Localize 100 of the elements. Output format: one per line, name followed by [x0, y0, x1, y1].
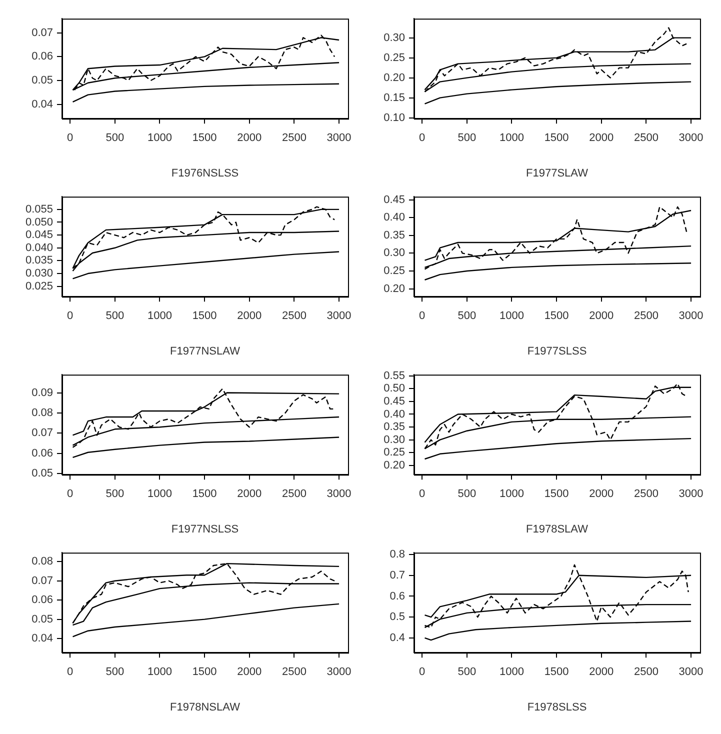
- y-tick-label: 0.06: [32, 50, 53, 63]
- x-tick-label: 3000: [678, 132, 704, 144]
- x-tick-label: 1000: [147, 488, 172, 500]
- x-tick-label: 2000: [589, 310, 614, 322]
- x-tick-label: 0: [419, 132, 426, 144]
- x-tick-label: 1000: [147, 310, 172, 322]
- y-tick-label: 0.045: [25, 229, 53, 242]
- y-tick-label: 0.55: [384, 370, 405, 382]
- x-tick-label: 2500: [282, 666, 306, 678]
- y-tick-label: 0.08: [32, 407, 53, 420]
- y-tick-label: 0.25: [384, 52, 405, 64]
- y-tick-label: 0.09: [32, 386, 53, 399]
- x-tick-label: 1500: [192, 666, 217, 678]
- y-tick-label: 0.30: [384, 434, 405, 446]
- y-tick-label: 0.7: [390, 569, 405, 582]
- y-tick-label: 0.05: [32, 74, 53, 87]
- y-tick-label: 0.05: [32, 613, 53, 626]
- y-tick-label: 0.25: [384, 265, 405, 278]
- x-tick-label: 500: [106, 488, 124, 500]
- y-tick-label: 0.025: [25, 280, 53, 292]
- x-axis-title: F1976NSLSS: [171, 167, 239, 180]
- x-tick-label: 2500: [282, 310, 306, 322]
- x-tick-label: 0: [67, 488, 74, 500]
- y-tick-label: 0.45: [384, 194, 405, 206]
- y-tick-label: 0.06: [32, 594, 53, 606]
- y-tick-label: 0.04: [32, 632, 53, 645]
- y-tick-label: 0.35: [384, 421, 405, 434]
- y-tick-label: 0.06: [32, 447, 53, 460]
- x-axis-title: F1978NSLAW: [170, 701, 241, 714]
- x-tick-label: 1500: [544, 132, 569, 144]
- x-tick-label: 1500: [192, 310, 217, 322]
- x-tick-label: 2000: [589, 132, 614, 144]
- x-tick-label: 0: [419, 666, 426, 678]
- x-tick-label: 1000: [499, 132, 524, 144]
- x-tick-label: 1500: [192, 132, 217, 144]
- x-tick-label: 500: [458, 488, 476, 500]
- x-tick-label: 2500: [282, 488, 306, 500]
- x-tick-label: 1000: [499, 488, 524, 500]
- y-tick-label: 0.20: [384, 459, 405, 472]
- y-tick-label: 0.030: [25, 268, 53, 280]
- y-tick-label: 0.08: [32, 556, 53, 568]
- x-tick-label: 1500: [544, 666, 569, 678]
- y-tick-label: 0.035: [25, 254, 53, 267]
- y-tick-label: 0.50: [384, 382, 405, 395]
- y-tick-label: 0.35: [384, 229, 405, 242]
- x-tick-label: 2500: [282, 132, 306, 144]
- y-tick-label: 0.40: [384, 408, 405, 420]
- x-tick-label: 500: [458, 310, 476, 322]
- y-tick-label: 0.07: [32, 427, 53, 440]
- x-axis-title: F1978SLSS: [527, 701, 587, 714]
- x-tick-label: 2500: [634, 132, 658, 144]
- x-tick-label: 0: [419, 310, 426, 322]
- y-tick-label: 0.30: [384, 32, 405, 44]
- y-tick-label: 0.30: [384, 247, 405, 260]
- y-tick-label: 0.055: [25, 203, 53, 216]
- x-tick-label: 2000: [237, 488, 262, 500]
- y-tick-label: 0.20: [384, 282, 405, 295]
- x-tick-label: 2000: [589, 666, 614, 678]
- y-tick-label: 0.05: [32, 468, 53, 480]
- x-tick-label: 1500: [544, 310, 569, 322]
- x-tick-label: 1500: [544, 488, 569, 500]
- x-tick-label: 2000: [589, 488, 614, 500]
- x-tick-label: 3000: [326, 310, 352, 322]
- x-axis-title: F1977SLSS: [527, 345, 587, 358]
- x-tick-label: 2500: [634, 488, 658, 500]
- x-tick-label: 0: [67, 666, 74, 678]
- x-tick-label: 3000: [326, 666, 352, 678]
- x-tick-label: 500: [106, 666, 124, 678]
- x-tick-label: 3000: [678, 666, 704, 678]
- y-tick-label: 0.20: [384, 72, 405, 84]
- x-tick-label: 0: [67, 132, 74, 144]
- x-tick-label: 3000: [678, 310, 704, 322]
- x-tick-label: 2000: [237, 666, 262, 678]
- y-tick-label: 0.050: [25, 216, 53, 228]
- x-tick-label: 1000: [499, 666, 524, 678]
- x-axis-title: F1977SLAW: [526, 167, 589, 180]
- y-tick-label: 0.04: [32, 98, 53, 110]
- y-tick-label: 0.45: [384, 395, 405, 408]
- x-tick-label: 2500: [634, 666, 658, 678]
- x-tick-label: 1500: [192, 488, 217, 500]
- y-tick-label: 0.07: [32, 574, 53, 587]
- x-tick-label: 500: [458, 132, 476, 144]
- x-tick-label: 2000: [237, 310, 262, 322]
- x-tick-label: 3000: [678, 488, 704, 500]
- y-tick-label: 0.25: [384, 446, 405, 459]
- x-tick-label: 3000: [326, 488, 352, 500]
- x-tick-label: 0: [67, 310, 74, 322]
- x-axis-title: F1977NSLAW: [170, 345, 241, 358]
- x-tick-label: 500: [106, 132, 124, 144]
- x-tick-label: 500: [106, 310, 124, 322]
- x-tick-label: 0: [419, 488, 426, 500]
- y-tick-label: 0.10: [384, 112, 405, 124]
- y-tick-label: 0.40: [384, 212, 405, 224]
- x-tick-label: 1000: [147, 132, 172, 144]
- y-tick-label: 0.5: [390, 611, 405, 624]
- y-tick-label: 0.4: [390, 632, 405, 644]
- x-tick-label: 2500: [634, 310, 658, 322]
- x-tick-label: 1000: [499, 310, 524, 322]
- x-axis-title: F1978SLAW: [526, 523, 589, 536]
- y-tick-label: 0.15: [384, 92, 405, 104]
